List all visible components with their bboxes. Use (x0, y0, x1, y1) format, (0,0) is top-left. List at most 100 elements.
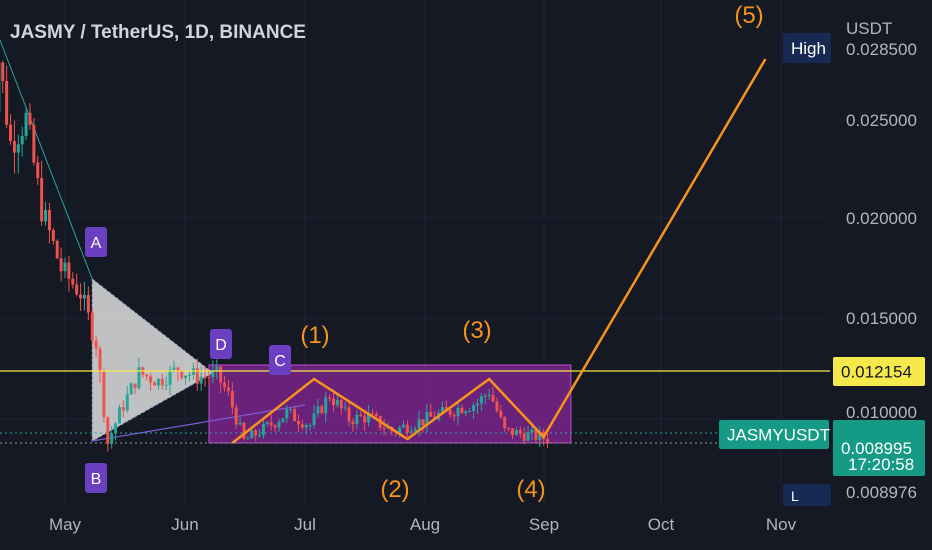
candle-body (444, 407, 448, 410)
candle-body (238, 422, 242, 425)
price-axis-unit: USDT (846, 19, 892, 38)
candle-body (75, 284, 79, 295)
candle-body (429, 411, 433, 417)
pattern-marker-d[interactable] (210, 329, 232, 359)
pattern-marker-a[interactable] (85, 227, 107, 257)
trend-line[interactable] (92, 404, 306, 442)
candle-body (316, 406, 320, 414)
candle-body (382, 427, 386, 429)
candle-body (479, 396, 483, 404)
candle-body (223, 382, 227, 388)
pattern-marker-b[interactable] (85, 463, 107, 493)
candle-body (168, 369, 172, 385)
candle-body (261, 423, 265, 436)
candle-body (534, 429, 538, 440)
pattern-marker-label: C (274, 353, 286, 370)
low-tag-text: L (791, 488, 799, 504)
candle-body (363, 416, 367, 423)
wave-label: (3) (462, 317, 491, 344)
pattern-marker-label: B (91, 471, 102, 488)
candle-body (246, 438, 250, 440)
trend-line[interactable] (0, 39, 93, 280)
candle-body (5, 80, 9, 125)
candle-body (1, 62, 5, 81)
candle-body (90, 312, 94, 341)
candle-body (129, 383, 133, 395)
pattern-marker-label: A (91, 235, 102, 252)
candle-body (63, 262, 67, 272)
candle-body (153, 382, 156, 386)
candle-body (487, 395, 491, 397)
candle-body (425, 411, 429, 426)
candle-body (258, 435, 262, 437)
candle-body (507, 427, 511, 429)
candle-body (347, 407, 351, 422)
candle-body (86, 294, 90, 313)
candle-body (254, 430, 258, 436)
candle-body (176, 367, 180, 372)
candle-body (24, 112, 28, 137)
candle-body (145, 374, 149, 377)
range-box[interactable] (208, 364, 572, 444)
candle-body (332, 398, 335, 406)
time-axis-tick: May (49, 515, 82, 534)
candle-body (355, 414, 359, 425)
candle-body (464, 411, 468, 414)
high-tag-text: High (791, 39, 826, 58)
candle-body (522, 433, 526, 441)
candle-body (417, 419, 421, 429)
candle-body (242, 422, 246, 439)
candle-body (491, 395, 495, 402)
candle-body (452, 414, 456, 417)
candle-body (359, 414, 363, 417)
candle-body (67, 262, 71, 279)
candle-body (374, 414, 378, 417)
last-price-tag (833, 420, 925, 476)
candle-body (20, 136, 24, 145)
candle-body (495, 401, 499, 412)
wave-label: (2) (380, 476, 409, 503)
candle-body (40, 178, 44, 222)
candle-body (114, 423, 118, 434)
candle-body (304, 425, 308, 428)
candle-body (51, 230, 55, 241)
candle-body (538, 431, 542, 440)
high-tag (783, 33, 831, 63)
candle-body (518, 429, 522, 434)
candle-body (184, 375, 188, 379)
candle-body (9, 124, 13, 141)
countdown-text: 17:20:58 (848, 455, 914, 474)
candle-body (351, 421, 355, 425)
candle-body (409, 431, 413, 433)
wave-label: (1) (300, 322, 329, 349)
elliott-wave-path[interactable] (231, 58, 767, 444)
pattern-marker-c[interactable] (269, 345, 291, 375)
candle-body (160, 378, 164, 386)
time-axis-tick: Aug (410, 515, 440, 534)
candle-body (149, 376, 153, 383)
candle-body (71, 278, 75, 285)
candle-body (421, 419, 425, 426)
level-price-tag (833, 357, 925, 386)
candle-body (137, 367, 141, 389)
price-axis-tick: 0.010000 (846, 403, 917, 422)
candle-body (195, 368, 199, 384)
wave-label: (5) (734, 2, 763, 29)
chart-title: JASMY / TetherUS, 1D, BINANCE (10, 22, 306, 43)
candle-body (289, 409, 293, 411)
candle-body (188, 374, 192, 376)
price-axis-tick: 0.008976 (846, 483, 917, 502)
triangle-pattern[interactable] (91, 277, 214, 442)
candle-body (16, 144, 20, 153)
candle-body (211, 370, 215, 378)
candle-body (234, 407, 238, 425)
candle-body (28, 112, 32, 125)
candle-body (367, 413, 371, 423)
candle-body (499, 411, 503, 418)
candle-body (328, 397, 332, 399)
candle-body (55, 240, 59, 259)
candle-body (405, 424, 409, 433)
candle-body (320, 406, 324, 414)
candle-body (125, 394, 129, 411)
